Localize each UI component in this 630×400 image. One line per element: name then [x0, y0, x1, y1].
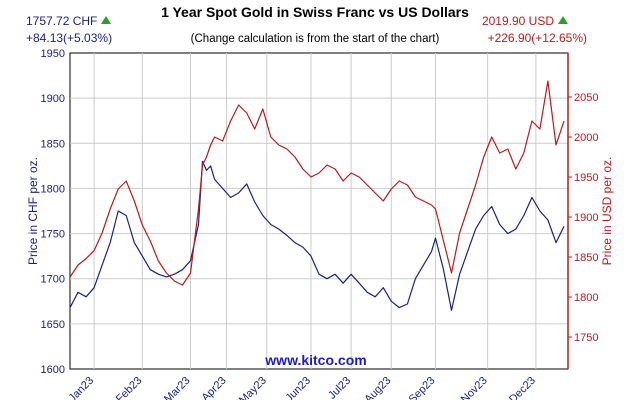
- x-axis: Jan23 Feb23 Mar23 Apr23 May23 Jun23 Jul23 Aug23…: [67, 375, 538, 400]
- left-tick-label: 1750: [41, 229, 65, 241]
- chf-price: 1757.72 CHF: [26, 14, 112, 28]
- left-tick-label: 1850: [41, 138, 65, 150]
- right-tick-label: 1750: [574, 332, 598, 344]
- right-tick-label: 2000: [574, 132, 598, 144]
- left-tick-label: 1600: [41, 364, 65, 376]
- plot-area: [69, 52, 569, 370]
- chf-price-value: 1757.72 CHF: [26, 14, 98, 28]
- x-tick-label: Sep23: [407, 375, 438, 400]
- right-axis: 1750 1800 1850 1900 1950 2000 2050: [567, 53, 598, 369]
- x-tick-label: Feb23: [114, 375, 145, 400]
- y-axis-label-left: Price in CHF per oz.: [26, 157, 40, 265]
- left-tick-label: 1900: [41, 93, 65, 105]
- y-axis-label-right: Price in USD per oz.: [600, 157, 614, 266]
- left-tick-label: 1950: [41, 48, 65, 60]
- usd-price: 2019.90 USD: [482, 14, 568, 28]
- x-tick-label: Nov23: [459, 375, 490, 400]
- left-tick-label: 1650: [41, 319, 65, 331]
- usd-change: +226.90(+12.65%): [487, 31, 587, 45]
- chart-subtitle: (Change calculation is from the start of…: [191, 33, 440, 45]
- up-triangle-icon: [101, 16, 112, 24]
- usd-price-value: 2019.90 USD: [481, 14, 554, 28]
- x-tick-label: Aug23: [362, 375, 393, 400]
- usd-price-line: [69, 80, 565, 286]
- x-tick-label: May23: [237, 375, 269, 400]
- left-tick-label: 1800: [41, 183, 65, 195]
- chf-change: +84.13(+5.03%): [26, 31, 113, 45]
- right-tick-label: 2050: [574, 92, 598, 104]
- chf-price-line: [69, 160, 565, 311]
- up-triangle-icon: [558, 16, 568, 24]
- right-tick-label: 1850: [574, 252, 598, 264]
- left-tick-label: 1700: [41, 274, 65, 286]
- kitco-footer-link[interactable]: www.kitco.com: [264, 352, 366, 368]
- x-tick-label: Jun23: [283, 375, 313, 400]
- x-tick-label: Jul23: [326, 375, 353, 400]
- grid: [70, 53, 568, 369]
- right-tick-label: 1950: [574, 172, 598, 184]
- x-tick-label: Apr23: [200, 375, 229, 400]
- x-tick-label: Jan23: [67, 375, 97, 400]
- right-tick-label: 1900: [574, 212, 598, 224]
- left-axis: 1600 1650 1700 1750 1800 1850 1900 1950: [41, 48, 65, 376]
- x-tick-label: Dec23: [507, 375, 538, 400]
- chart-title: 1 Year Spot Gold in Swiss Franc vs US Do…: [161, 4, 469, 20]
- right-tick-label: 1800: [574, 292, 598, 304]
- x-tick-label: Mar23: [162, 375, 193, 400]
- series-lines: [69, 80, 565, 311]
